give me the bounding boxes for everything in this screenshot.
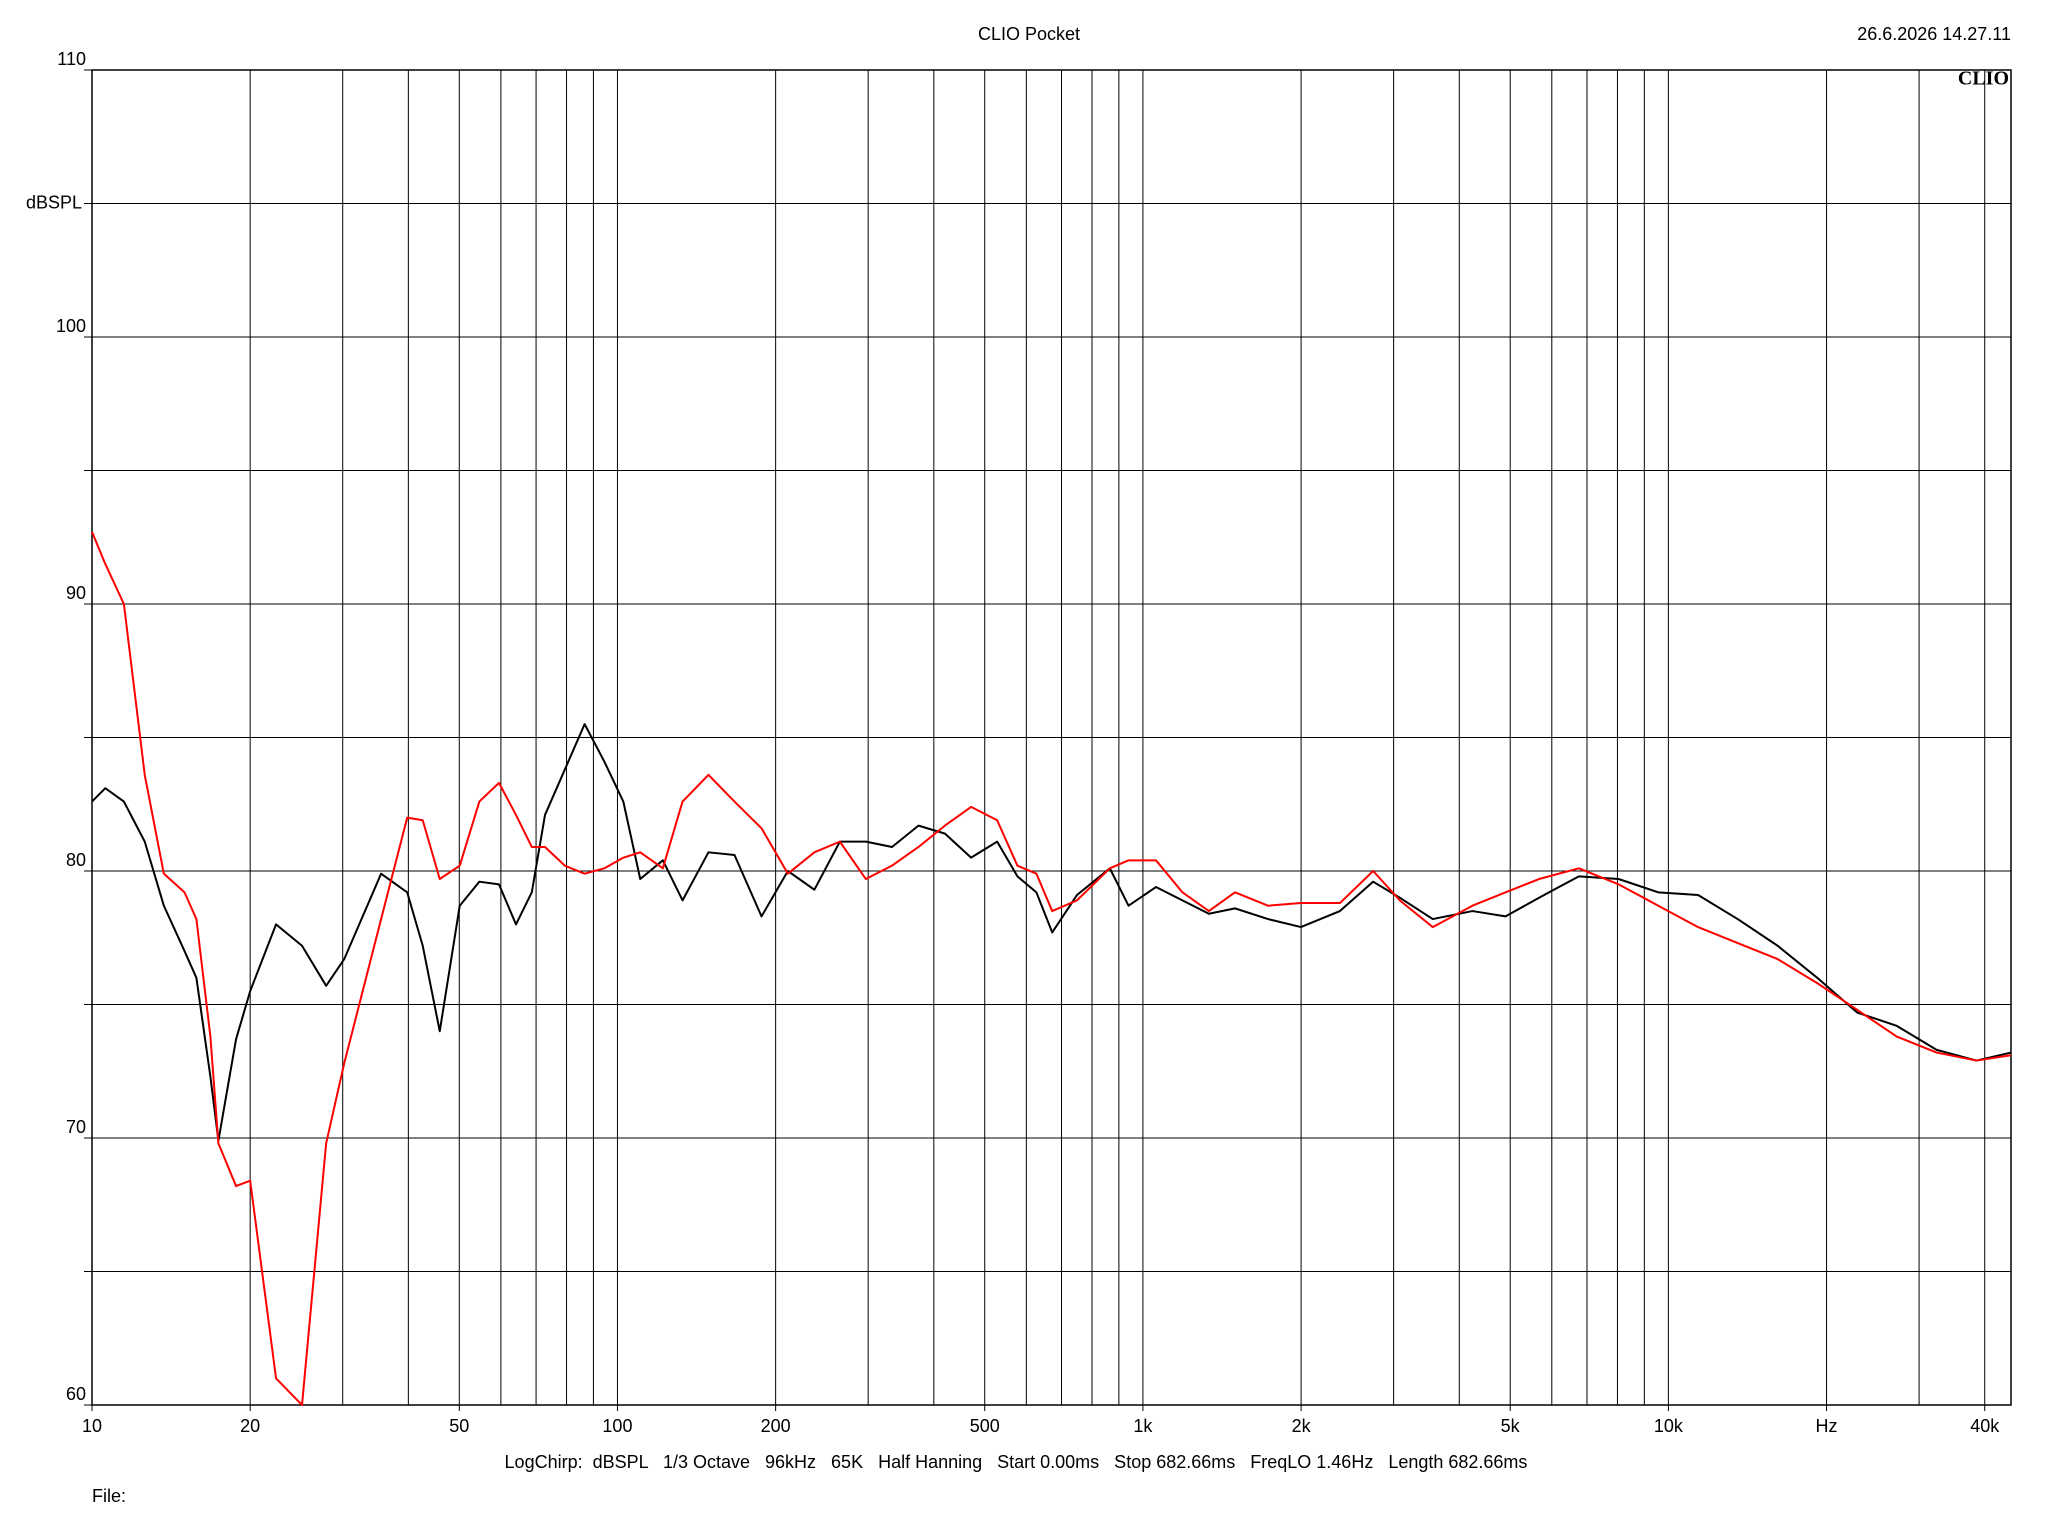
chart-title: CLIO Pocket <box>978 24 1080 44</box>
x-tick-label: 2k <box>1292 1416 1312 1436</box>
x-tick-label: 20 <box>240 1416 260 1436</box>
plot-frame <box>91 69 2012 1406</box>
x-tick-label: 10k <box>1654 1416 1684 1436</box>
y-tick-label: 60 <box>66 1384 86 1404</box>
x-tick-label: 200 <box>761 1416 791 1436</box>
x-tick-label: 5k <box>1501 1416 1521 1436</box>
file-label: File: <box>92 1486 126 1506</box>
frequency-response-line <box>91 531 2012 1406</box>
y-axis-label: dBSPL <box>26 192 82 212</box>
measurement-info: LogChirp: dBSPL 1/3 Octave 96kHz 65K Hal… <box>505 1452 1528 1472</box>
timestamp: 26.6.2026 14.27.11 <box>1857 24 2011 44</box>
x-tick-label: 100 <box>602 1416 632 1436</box>
x-tick-label: Hz <box>1816 1416 1838 1436</box>
y-tick-label: 70 <box>66 1117 86 1137</box>
y-tick-label: 100 <box>56 316 86 336</box>
y-tick-label: 110 <box>57 49 86 69</box>
y-tick-label: 80 <box>66 850 86 870</box>
x-tick-label: 40k <box>1970 1416 2000 1436</box>
x-tick-label: 1k <box>1133 1416 1153 1436</box>
x-tick-label: 50 <box>449 1416 469 1436</box>
x-tick-label: 500 <box>970 1416 1000 1436</box>
logo: CLIO <box>1958 68 2009 90</box>
frequency-response-line <box>91 723 2012 1142</box>
y-tick-label: 90 <box>66 583 86 603</box>
x-tick-label: 10 <box>82 1416 102 1436</box>
